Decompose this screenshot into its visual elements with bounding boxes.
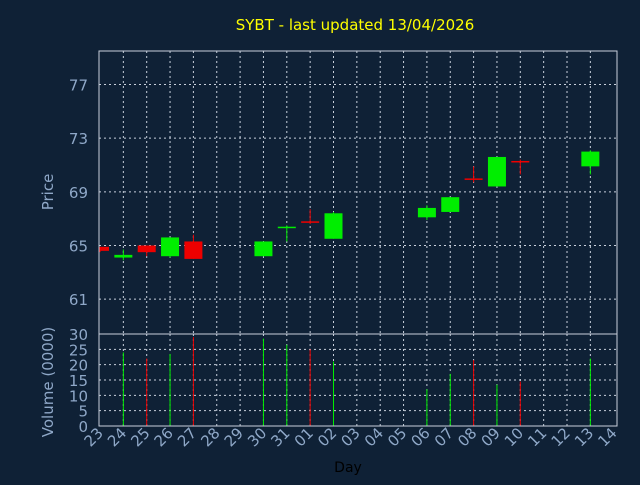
candle [137,245,156,257]
candle [511,159,530,175]
candle-body [161,237,180,257]
candle-body [114,254,133,258]
candle-body [487,156,506,187]
volume-tick-label: 10 [69,387,88,405]
x-tick-label: 24 [104,424,130,450]
volume-axis-label: Volume (0000) [39,327,57,437]
x-tick-label: 28 [197,424,223,450]
x-tick-label: 07 [431,424,457,450]
candle-body [464,178,483,180]
price-tick-label: 61 [69,291,88,309]
volume-tick-label: 25 [69,341,88,359]
candle [441,197,460,212]
x-tick-label: 10 [501,424,527,450]
candle [487,156,506,187]
x-tick-label: 04 [361,424,387,450]
x-tick-label: 26 [151,424,177,450]
x-tick-label: 02 [314,424,340,450]
candle [464,166,483,183]
price-tick-label: 65 [69,237,88,255]
volume-tick-label: 30 [69,326,88,344]
candle-body [277,226,296,229]
candle [277,225,296,242]
candle [114,249,133,261]
candle [417,205,436,220]
x-tick-label: 03 [337,424,363,450]
price-grid [99,51,617,334]
x-axis-label: Day [334,460,362,476]
candle [161,237,180,258]
candle-body [184,241,203,259]
candle [99,246,109,253]
x-tick-label: 05 [384,424,410,450]
price-tick-label: 69 [69,184,88,202]
candle-body [254,241,273,257]
candle [324,211,343,239]
x-tick-label: 29 [221,424,247,450]
candle [581,150,600,175]
candle-body [301,221,320,223]
candle-body [100,246,109,251]
volume-tick-label: 20 [69,357,88,375]
volume-tick-label: 0 [78,418,88,436]
x-tick-label: 06 [407,424,433,450]
x-tick-label: 14 [594,424,620,450]
candle-body [581,151,600,167]
candle-body [417,207,436,218]
candle [184,234,203,259]
price-axis: 61 65 69 73 77 [69,77,88,310]
price-tick-label: 73 [69,130,88,148]
x-tick-label: 31 [267,424,293,450]
candles [99,150,600,261]
x-tick-label: 08 [454,424,480,450]
x-tick-label: 11 [524,424,550,450]
candle-body [324,213,343,239]
x-tick-label: 13 [571,424,597,450]
volume-tick-label: 5 [78,403,88,421]
x-tick-label: 09 [478,424,504,450]
candle-body [511,160,530,163]
x-axis: 2324252627282930310102030405060708091011… [81,424,621,450]
candle [301,209,320,225]
x-tick-label: 27 [174,424,200,450]
price-tick-label: 77 [69,77,88,95]
x-tick-label: 12 [548,424,574,450]
candle-body [137,245,156,253]
candle-body [441,197,460,212]
volume-tick-label: 15 [69,372,88,390]
price-axis-label: Price [39,174,57,211]
x-tick-label: 25 [127,424,153,450]
chart-title: SYBT - last updated 13/04/2026 [236,16,475,34]
volume-panel-frame [98,333,618,427]
volume-bars [122,337,591,426]
x-tick-label: 01 [291,424,317,450]
price-panel-frame [98,50,618,335]
x-tick-label: 30 [244,424,270,450]
candle [254,241,273,257]
volume-grid [99,334,617,426]
